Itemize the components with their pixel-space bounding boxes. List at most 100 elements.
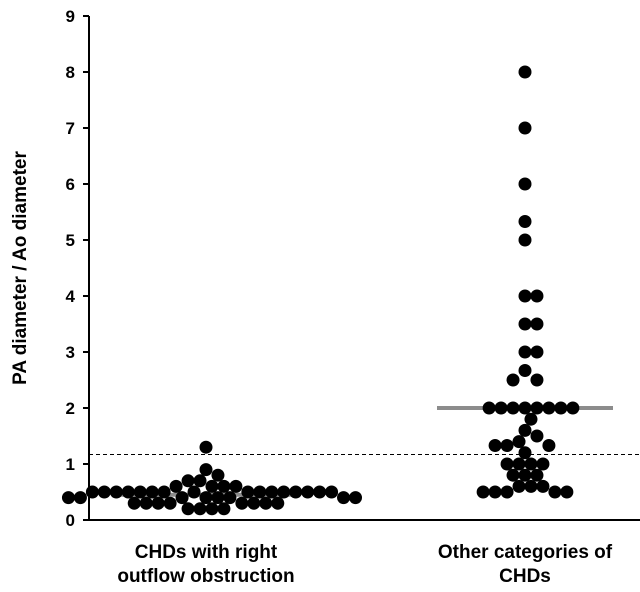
data-point xyxy=(122,486,135,499)
data-point xyxy=(325,486,338,499)
data-point xyxy=(530,290,543,303)
data-point xyxy=(247,497,260,510)
data-point xyxy=(158,486,171,499)
data-point xyxy=(110,486,123,499)
y-tick-label: 9 xyxy=(66,7,75,26)
data-point xyxy=(265,486,278,499)
data-point xyxy=(200,463,213,476)
data-point xyxy=(211,491,224,504)
data-point xyxy=(560,486,573,499)
category-labels: CHDs with right outflow obstruction Other … xyxy=(117,542,612,587)
data-point xyxy=(530,374,543,387)
y-tick-label: 1 xyxy=(66,455,75,474)
data-point xyxy=(483,402,496,415)
data-point xyxy=(519,234,532,247)
data-point xyxy=(530,318,543,331)
category-label: outflow obstruction xyxy=(117,566,294,587)
y-tick-label: 6 xyxy=(66,175,75,194)
data-point xyxy=(98,486,111,499)
data-point xyxy=(86,486,99,499)
data-point xyxy=(507,469,520,482)
data-point xyxy=(277,486,290,499)
data-point xyxy=(140,497,153,510)
data-point xyxy=(542,439,555,452)
data-point xyxy=(548,486,561,499)
data-point xyxy=(146,486,159,499)
data-point xyxy=(489,486,502,499)
y-axis-title: PA diameter / Ao diameter xyxy=(10,151,31,385)
data-point xyxy=(200,491,213,504)
data-point xyxy=(507,402,520,415)
data-point xyxy=(337,491,350,504)
data-points xyxy=(62,66,579,516)
data-point xyxy=(217,502,230,515)
data-point xyxy=(301,486,314,499)
data-point xyxy=(313,486,326,499)
data-point xyxy=(164,497,177,510)
data-point xyxy=(519,178,532,191)
data-point xyxy=(176,491,189,504)
data-point xyxy=(349,491,362,504)
data-point xyxy=(271,497,284,510)
data-point xyxy=(519,446,532,459)
data-point xyxy=(152,497,165,510)
category-label: CHDs xyxy=(499,566,551,587)
data-point xyxy=(519,364,532,377)
data-point xyxy=(182,502,195,515)
data-point xyxy=(519,424,532,437)
y-ticks: 0 1 2 3 4 5 6 7 8 9 xyxy=(66,7,89,530)
data-point xyxy=(495,402,508,415)
data-point xyxy=(507,374,520,387)
y-tick-label: 4 xyxy=(66,287,76,306)
y-tick-label: 5 xyxy=(66,231,75,250)
y-tick-label: 8 xyxy=(66,63,75,82)
data-point xyxy=(542,402,555,415)
data-point xyxy=(229,480,242,493)
y-tick-label: 2 xyxy=(66,399,75,418)
data-point xyxy=(530,469,543,482)
data-point xyxy=(524,458,537,471)
data-point xyxy=(182,474,195,487)
data-point xyxy=(530,346,543,359)
data-point xyxy=(188,486,201,499)
data-point xyxy=(501,439,514,452)
data-point xyxy=(519,402,532,415)
data-point xyxy=(501,458,514,471)
data-point xyxy=(205,480,218,493)
y-tick-label: 0 xyxy=(66,511,75,530)
data-point xyxy=(211,469,224,482)
data-point xyxy=(241,486,254,499)
data-point xyxy=(200,441,213,454)
y-tick-label: 3 xyxy=(66,343,75,362)
data-point xyxy=(223,491,236,504)
y-tick-label: 7 xyxy=(66,119,75,138)
data-point xyxy=(536,458,549,471)
data-point xyxy=(566,402,579,415)
data-point xyxy=(524,413,537,426)
data-point xyxy=(134,486,147,499)
data-point xyxy=(217,480,230,493)
data-point xyxy=(259,497,272,510)
data-point xyxy=(536,480,549,493)
data-point xyxy=(74,491,87,504)
data-point xyxy=(62,491,75,504)
data-point xyxy=(194,502,207,515)
data-point xyxy=(519,290,532,303)
data-point xyxy=(513,480,526,493)
data-point xyxy=(530,402,543,415)
category-label: CHDs with right xyxy=(135,542,278,563)
data-point xyxy=(519,66,532,79)
data-point xyxy=(253,486,266,499)
data-point xyxy=(235,497,248,510)
data-point xyxy=(170,480,183,493)
category-label: Other categories of xyxy=(438,542,613,563)
data-point xyxy=(477,486,490,499)
data-point xyxy=(519,318,532,331)
data-point xyxy=(524,480,537,493)
data-point xyxy=(554,402,567,415)
data-point xyxy=(513,458,526,471)
data-point xyxy=(530,430,543,443)
data-point xyxy=(289,486,302,499)
data-point xyxy=(513,435,526,448)
